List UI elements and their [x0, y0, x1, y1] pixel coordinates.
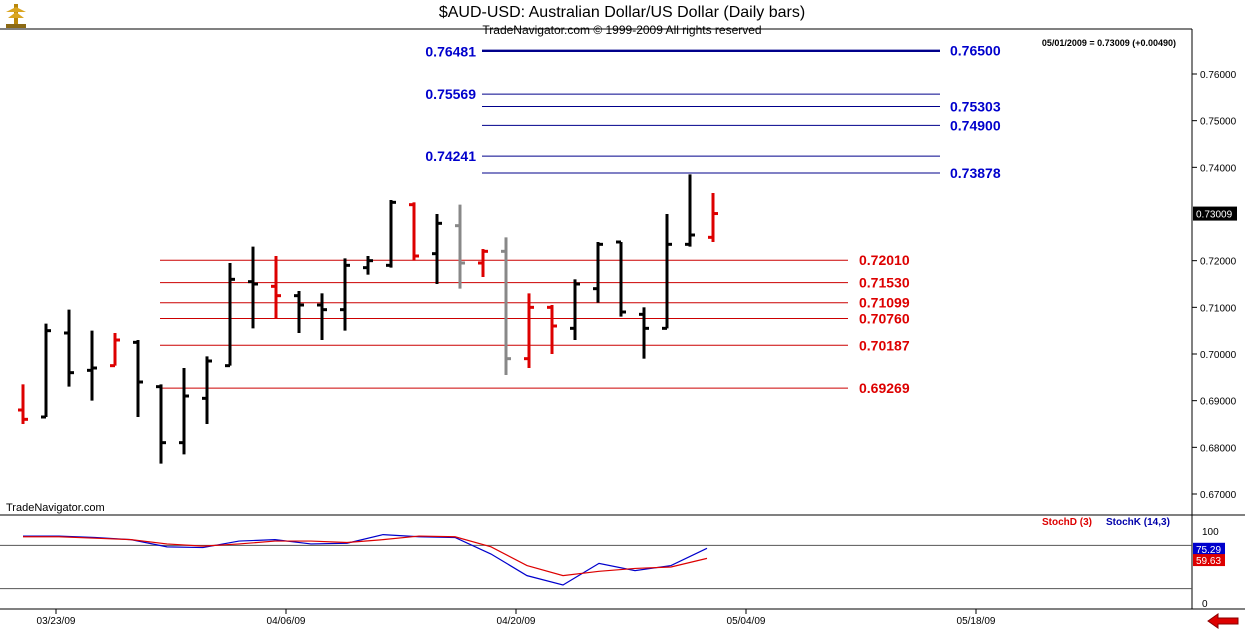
y-tick-label: 0.75000 — [1200, 117, 1237, 128]
chart-title: $AUD-USD: Australian Dollar/US Dollar (D… — [439, 4, 805, 21]
blue-level-label: 0.75303 — [950, 99, 1001, 115]
stoch-tag-label: 59.63 — [1196, 556, 1221, 567]
ohlc-bar — [432, 214, 442, 284]
ohlc-bar — [547, 305, 557, 354]
last-price-box — [1193, 206, 1237, 221]
stoch-tick-label: 0 — [1202, 599, 1208, 610]
last-price-label: 0.73009 — [1196, 210, 1233, 221]
blue-level-label: 0.74241 — [425, 148, 476, 164]
ohlc-bar — [685, 174, 695, 247]
ohlc-bar — [616, 240, 626, 317]
ohlc-bar — [662, 214, 672, 330]
stoch-tag-box — [1193, 554, 1225, 567]
price-bars — [18, 174, 718, 464]
stoch-tag-label: 75.29 — [1196, 545, 1221, 556]
red-level-label: 0.69269 — [859, 380, 910, 396]
y-axis-ticks: 0.76000 0.75000 0.74000 0.72000 0.71000 0.700… — [1192, 70, 1237, 501]
y-tick-label: 0.68000 — [1200, 443, 1237, 454]
ohlc-bar — [409, 202, 419, 261]
stoch-lines — [23, 533, 708, 586]
red-level-label: 0.71530 — [859, 275, 910, 291]
stochd-legend: StochD (3) — [1042, 517, 1092, 528]
ohlc-bar — [87, 330, 97, 401]
ohlc-bar — [41, 323, 51, 419]
x-tick-label: 05/18/09 — [957, 616, 996, 627]
ohlc-bar — [110, 333, 120, 368]
red-level-label: 0.71099 — [859, 295, 910, 311]
ohlc-bar — [501, 237, 511, 375]
ohlc-bar — [708, 193, 718, 242]
chart-subtitle: TradeNavigator.com © 1999-2009 All right… — [482, 23, 761, 37]
ohlc-bar — [340, 258, 350, 331]
logo-icon — [6, 4, 26, 28]
ohlc-bar — [570, 279, 580, 340]
ohlc-bar — [593, 242, 603, 303]
watermark: TradeNavigator.com — [6, 502, 105, 514]
ohlc-bar — [294, 291, 304, 333]
ohlc-bar — [179, 368, 189, 455]
ohlc-bar — [524, 293, 534, 368]
ohlc-bar — [225, 263, 235, 368]
x-tick-label: 03/23/09 — [37, 616, 76, 627]
stoch-tag-box — [1193, 542, 1225, 555]
blue-level-label: 0.74900 — [950, 117, 1001, 133]
y-tick-label: 0.72000 — [1200, 257, 1237, 268]
stochk-legend: StochK (14,3) — [1106, 517, 1170, 528]
ohlc-bar — [156, 384, 166, 464]
x-axis-ticks: 03/23/09 04/06/09 04/20/09 05/04/09 05/18/09 — [37, 609, 996, 627]
ohlc-bar — [386, 200, 396, 268]
ohlc-bar — [639, 307, 649, 359]
stochd-line — [23, 535, 708, 577]
ohlc-bar — [64, 309, 74, 387]
x-tick-label: 04/20/09 — [497, 616, 536, 627]
blue-level-label: 0.76500 — [950, 43, 1001, 59]
blue-level-label: 0.73878 — [950, 165, 1001, 181]
stoch-axis-ticks: 100 0 — [1202, 527, 1219, 610]
red-level-label: 0.70187 — [859, 337, 910, 353]
x-tick-label: 05/04/09 — [727, 616, 766, 627]
y-tick-label: 0.67000 — [1200, 490, 1237, 501]
ohlc-bar — [363, 256, 373, 275]
y-tick-label: 0.74000 — [1200, 163, 1237, 174]
y-tick-label: 0.76000 — [1200, 70, 1237, 81]
back-arrow-icon[interactable] — [1207, 613, 1239, 629]
last-quote: 05/01/2009 = 0.73009 (+0.00490) — [1042, 38, 1176, 48]
red-level-label: 0.72010 — [859, 252, 910, 268]
x-tick-label: 04/06/09 — [267, 616, 306, 627]
ohlc-bar — [478, 249, 488, 277]
stoch-legend: StochD (3) StochK (14,3) — [1042, 517, 1170, 528]
red-level-label: 0.70760 — [859, 311, 910, 327]
ohlc-bar — [271, 256, 281, 319]
ohlc-bar — [248, 246, 258, 329]
y-tick-label: 0.69000 — [1200, 397, 1237, 408]
ohlc-bar — [317, 293, 327, 340]
stoch-tick-label: 100 — [1202, 527, 1219, 538]
ohlc-bar — [18, 384, 28, 424]
y-tick-label: 0.70000 — [1200, 350, 1237, 361]
blue-level-label: 0.76481 — [425, 44, 476, 60]
blue-level-label: 0.75569 — [425, 86, 476, 102]
ohlc-bar — [455, 204, 465, 289]
fib-levels: 0.76481 0.76500 0.75569 0.75303 0.74900 0.742… — [160, 43, 1001, 396]
y-tick-label: 0.71000 — [1200, 303, 1237, 314]
ohlc-bar — [133, 340, 143, 417]
ohlc-bar — [202, 356, 212, 424]
last-price-tag: 0.73009 — [1193, 206, 1237, 221]
